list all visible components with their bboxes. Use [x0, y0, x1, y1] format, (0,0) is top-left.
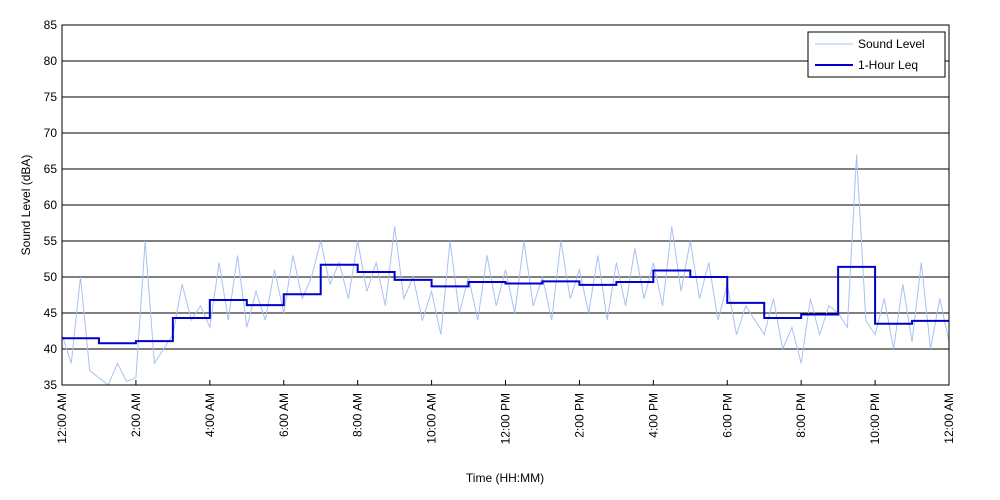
- y-tick-label: 75: [44, 90, 58, 104]
- x-tick-label: 6:00 PM: [720, 393, 734, 438]
- x-tick-label: 8:00 PM: [794, 393, 808, 438]
- plot-frame: [61, 24, 950, 386]
- x-tick-label: 12:00 AM: [55, 393, 69, 444]
- x-tick-label: 12:00 PM: [499, 393, 513, 444]
- x-tick-label: 2:00 PM: [572, 393, 586, 438]
- x-axis-label: Time (HH:MM): [466, 471, 544, 485]
- x-tick-label: 6:00 AM: [277, 393, 291, 437]
- x-tick-label: 8:00 AM: [351, 393, 365, 437]
- y-tick-label: 55: [44, 234, 58, 248]
- y-tick-label: 65: [44, 162, 58, 176]
- x-tick-label: 10:00 PM: [868, 393, 882, 444]
- y-tick-label: 50: [44, 270, 58, 284]
- series-line: [61, 154, 950, 386]
- x-tick-label: 4:00 AM: [203, 393, 217, 437]
- x-tick-label: 10:00 AM: [425, 393, 439, 444]
- y-tick-label: 45: [44, 306, 58, 320]
- y-axis-label: Sound Level (dBA): [19, 155, 33, 256]
- legend-label: Sound Level: [858, 37, 925, 51]
- series-line: [62, 263, 949, 345]
- y-tick-label: 40: [44, 342, 58, 356]
- x-tick-label: 2:00 AM: [129, 393, 143, 437]
- y-tick-label: 80: [44, 54, 58, 68]
- x-tick-label: 4:00 PM: [646, 393, 660, 438]
- legend-box: [807, 31, 946, 78]
- y-tick-label: 60: [44, 198, 58, 212]
- legend-label: 1-Hour Leq: [858, 58, 918, 72]
- y-tick-label: 85: [44, 18, 58, 32]
- x-tick-label: 12:00 AM: [942, 393, 956, 444]
- y-tick-label: 70: [44, 126, 58, 140]
- y-tick-label: 35: [44, 378, 58, 392]
